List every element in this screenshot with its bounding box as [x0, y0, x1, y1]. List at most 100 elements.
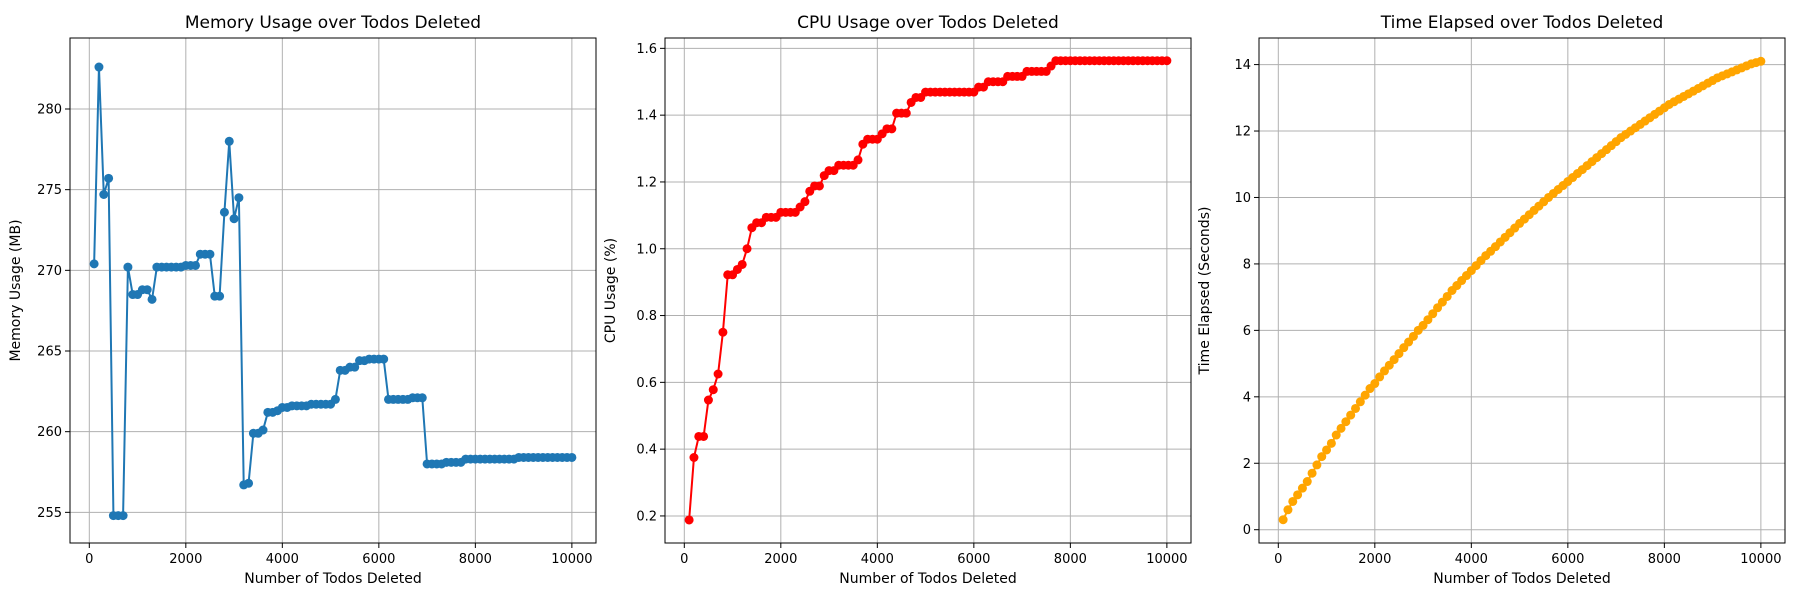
data-point: [737, 259, 747, 269]
y-tick-label: 4: [1243, 390, 1251, 405]
y-tick-label: 265: [37, 345, 62, 360]
x-tick-label: 4000: [1455, 552, 1488, 567]
data-point: [244, 478, 254, 488]
plot-area: [1259, 38, 1785, 543]
data-point: [853, 155, 863, 165]
x-tick-label: 10000: [551, 552, 592, 567]
y-tick-label: 12: [1234, 125, 1251, 140]
data-point: [1351, 403, 1361, 413]
y-tick-label: 255: [37, 506, 62, 521]
data-point: [330, 394, 340, 404]
y-tick-label: 10: [1234, 191, 1251, 206]
x-axis-label: Number of Todos Deleted: [839, 571, 1016, 587]
x-tick-label: 0: [1274, 552, 1282, 567]
data-point: [104, 173, 114, 183]
data-point: [258, 425, 268, 435]
data-point: [684, 515, 694, 525]
data-point: [417, 393, 427, 403]
data-point: [1394, 349, 1404, 359]
y-axis-label: CPU Usage (%): [603, 238, 619, 343]
data-point: [703, 395, 713, 405]
data-point: [123, 262, 133, 272]
data-point: [234, 193, 244, 203]
data-point: [99, 190, 109, 200]
x-axis-label: Number of Todos Deleted: [244, 571, 421, 587]
x-tick-label: 6000: [957, 552, 990, 567]
x-tick-label: 2000: [764, 552, 797, 567]
y-tick-label: 8: [1243, 257, 1251, 272]
data-point: [147, 294, 157, 304]
data-point: [215, 291, 225, 301]
x-tick-label: 8000: [459, 552, 492, 567]
data-point: [190, 260, 200, 270]
data-point: [1756, 56, 1766, 66]
data-point: [1408, 331, 1418, 341]
x-tick-label: 10000: [1740, 552, 1781, 567]
data-point: [379, 354, 389, 364]
y-tick-label: 1.4: [636, 109, 657, 124]
chart-panel-3: 0 2000 4000 6000 8000 10000 0 2 4 6 8 10 12 14 Time El…: [1197, 13, 1786, 587]
x-tick-label: 4000: [266, 552, 299, 567]
chart-title: Time Elapsed over Todos Deleted: [1380, 13, 1664, 33]
data-point: [1331, 430, 1341, 440]
data-point: [1322, 445, 1332, 455]
data-point: [901, 108, 911, 118]
chart-title: CPU Usage over Todos Deleted: [797, 13, 1059, 33]
data-point: [1307, 468, 1317, 478]
y-axis-label: Memory Usage (MB): [8, 219, 24, 361]
data-point: [567, 452, 577, 462]
data-point: [118, 511, 128, 521]
data-point: [1355, 397, 1365, 407]
y-tick-label: 2: [1243, 457, 1251, 472]
data-point: [205, 249, 215, 259]
plot-frame: [69, 37, 597, 544]
y-tick-label: 280: [37, 102, 62, 117]
x-tick-label: 0: [85, 552, 93, 567]
data-point: [1341, 417, 1351, 427]
data-point: [1370, 379, 1380, 389]
data-point: [1162, 56, 1172, 66]
y-tick-label: 275: [37, 183, 62, 198]
data-point: [229, 214, 239, 224]
chart-panel-2: 0 2000 4000 6000 8000 10000 0.2 0.4 0.6 0.8 1.0 1.2…: [603, 13, 1192, 587]
data-point: [708, 385, 718, 395]
y-tick-label: 260: [37, 425, 62, 440]
data-point: [1346, 410, 1356, 420]
y-tick-label: 1.0: [636, 242, 657, 257]
x-tick-label: 2000: [1358, 552, 1391, 567]
data-point: [800, 197, 810, 207]
data-point: [224, 136, 234, 146]
plot-frame: [1258, 37, 1786, 544]
data-point: [1360, 390, 1370, 400]
x-tick-label: 6000: [1551, 552, 1584, 567]
x-tick-label: 0: [680, 552, 688, 567]
y-tick-label: 0: [1243, 523, 1251, 538]
x-tick-label: 8000: [1054, 552, 1087, 567]
data-point: [219, 207, 229, 217]
y-axis-label: Time Elapsed (Seconds): [1197, 207, 1213, 376]
data-point: [1293, 490, 1303, 500]
y-tick-label: 6: [1243, 324, 1251, 339]
data-point: [1336, 423, 1346, 433]
data-point: [887, 124, 897, 134]
x-tick-label: 10000: [1146, 552, 1187, 567]
data-point: [142, 285, 152, 295]
data-point: [1389, 355, 1399, 365]
y-tick-label: 0.4: [636, 443, 657, 458]
plot-frame: [664, 37, 1192, 544]
y-tick-label: 0.2: [636, 509, 657, 524]
y-tick-label: 0.8: [636, 309, 657, 324]
data-point: [94, 62, 104, 72]
chart-panel-1: 0 2000 4000 6000 8000 10000 255 260 265 270 275 280…: [8, 13, 597, 587]
data-point: [1278, 515, 1288, 525]
data-point: [1283, 505, 1293, 515]
y-tick-label: 1.2: [636, 175, 657, 190]
chart-title: Memory Usage over Todos Deleted: [185, 13, 481, 33]
data-point: [350, 362, 360, 372]
x-tick-label: 4000: [861, 552, 894, 567]
data-point: [1288, 496, 1298, 506]
data-point: [1375, 372, 1385, 382]
y-tick-label: 0.6: [636, 376, 657, 391]
y-tick-label: 14: [1234, 58, 1251, 73]
